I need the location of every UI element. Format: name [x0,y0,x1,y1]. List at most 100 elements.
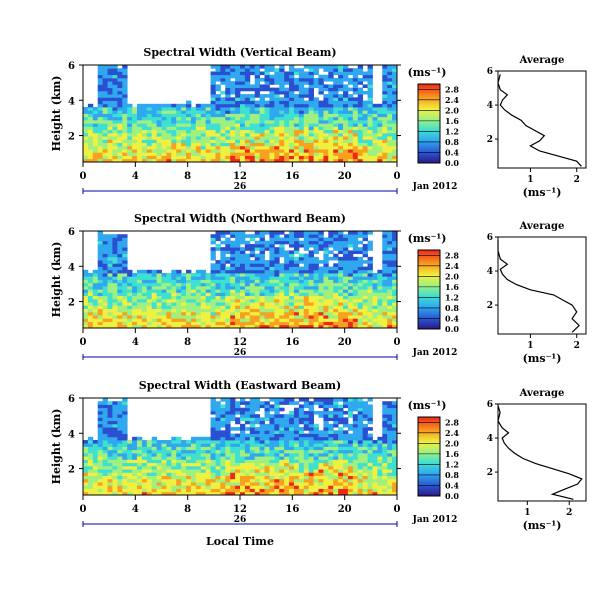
heatmap-cell [102,100,108,105]
heatmap-cell [181,279,187,284]
heatmap-cell [112,234,118,238]
heatmap-cell [382,107,388,111]
heatmap-cell [122,469,128,473]
heatmap-cell [357,158,364,163]
heatmap-cell [244,142,251,147]
heatmap-cell [240,155,246,160]
heatmap-cell [372,289,378,293]
heatmap-cell [230,90,236,95]
heatmap-cell [367,158,373,163]
heatmap-cell [387,240,393,245]
heatmap-cell [254,478,261,483]
heatmap-cell [382,90,388,95]
heatmap-cell [259,71,265,76]
heatmap-cell [249,420,256,425]
heatmap-cell [392,475,398,480]
x-tick-label: 8 [184,504,191,515]
heatmap-cell [195,126,202,131]
heatmap-cell [117,407,123,412]
heatmap-cell [97,279,104,284]
heatmap-cell [382,247,388,251]
heatmap-cell [92,107,99,111]
heatmap-cell [112,71,118,76]
heatmap-cell [289,282,295,287]
heatmap-cell [323,404,329,409]
heatmap-cell [362,324,368,329]
heatmap-cell [112,87,118,92]
heatmap-cell [328,94,334,98]
heatmap-cell [308,87,314,92]
heatmap-cell [122,298,128,303]
heatmap-cell [230,440,236,444]
heatmap-cell [303,491,310,496]
heatmap-cell [298,459,305,464]
heatmap-cell [210,482,216,486]
heatmap-cell [387,110,393,114]
heatmap-cell [367,298,373,303]
heatmap-cell [387,472,393,476]
heatmap-cell [274,427,280,431]
heatmap-cell [107,410,113,415]
heatmap-cell [367,276,373,280]
heatmap-cell [264,139,270,143]
heatmap-cell [112,420,118,425]
heatmap-cell [347,459,354,464]
heatmap-cell [264,273,270,277]
heatmap-cell [279,269,285,274]
heatmap-cell [362,404,368,409]
heatmap-cell [156,459,162,464]
heatmap-cell [141,119,148,124]
heatmap-cell [352,475,359,480]
heatmap-cell [225,250,231,255]
heatmap-cell [112,243,118,248]
heatmap-cell [318,81,324,85]
heatmap-cell [141,107,148,111]
heatmap-cell [127,136,133,140]
heatmap-cell [235,298,241,303]
heatmap-cell [372,488,378,493]
heatmap-cell [308,152,314,156]
heatmap-cell [112,433,118,438]
heatmap-cell [293,250,300,255]
heatmap-cell [136,456,143,460]
heatmap-cell [200,152,207,156]
heatmap-cell [151,152,157,156]
heatmap-cell [210,65,216,69]
heatmap-cell [323,129,329,134]
heatmap-cell [230,488,236,493]
heatmap-cell [215,119,221,124]
heatmap-cell [259,465,265,470]
heatmap-cell [347,234,354,238]
heatmap-cell [249,260,256,264]
heatmap-cell [244,158,251,163]
heatmap-cell [117,459,123,464]
y-tick-label: 4 [68,262,75,273]
heatmap-cell [181,273,187,277]
heatmap-cell [97,414,104,418]
heatmap-cell [367,289,373,293]
heatmap-cell [333,324,339,329]
heatmap-cell [161,295,167,300]
heatmap-cell [235,443,241,447]
heatmap-cell [117,71,123,76]
heatmap-cell [367,440,373,444]
heatmap-cell [318,110,324,114]
heatmap-cell [392,107,398,111]
heatmap-cell [146,103,153,108]
heatmap-cell [264,136,270,140]
heatmap-cell [132,113,138,118]
heatmap-cell [259,404,265,409]
heatmap-cell [254,84,261,89]
heatmap-cell [274,452,280,457]
heatmap-cell [284,234,290,238]
heatmap-cell [117,250,123,255]
heatmap-cell [102,449,108,454]
heatmap-cell [141,116,148,121]
profile-x-tick-label: 2 [574,175,580,185]
heatmap-cell [146,311,153,316]
heatmap-cell [274,485,280,489]
heatmap-cell [87,462,94,467]
heatmap-cell [372,478,378,483]
heatmap-cell [136,119,143,124]
heatmap-cell [289,77,295,82]
